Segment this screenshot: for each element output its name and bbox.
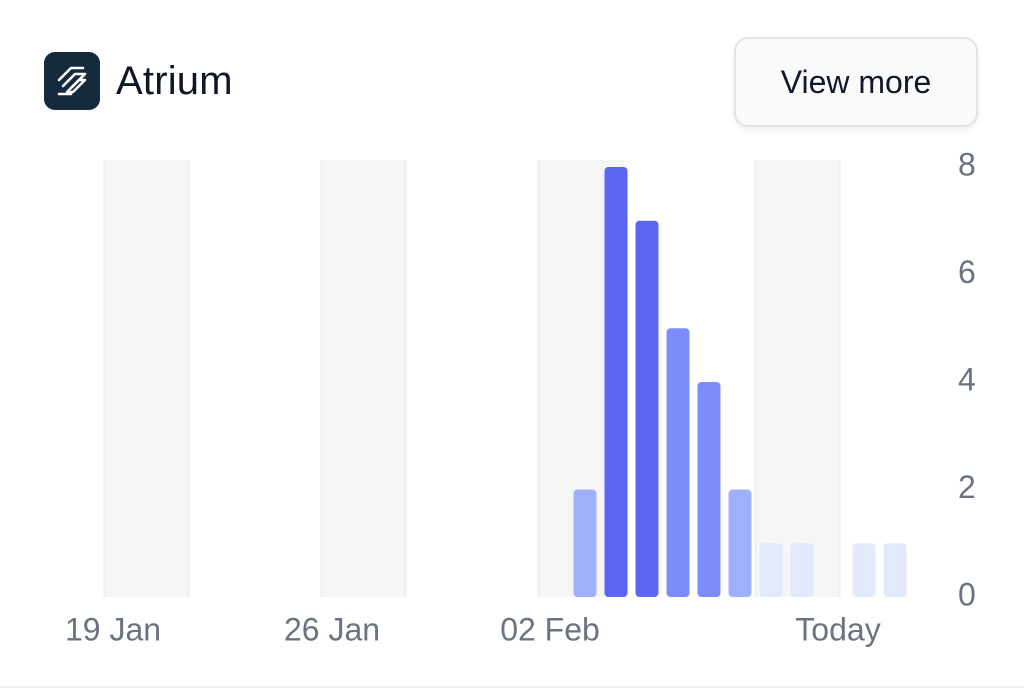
bar-2025-02-02 — [573, 489, 597, 597]
activity-bar-chart: 0 2 4 6 8 19 Jan 26 Jan 02 Feb Today — [65, 150, 976, 647]
atrium-logo-icon — [44, 52, 100, 110]
bar-2025-02-06 — [697, 382, 721, 597]
y-tick-label: 6 — [958, 254, 976, 290]
y-tick-label: 8 — [958, 150, 976, 182]
app-title: Atrium — [116, 58, 233, 103]
weekend-band — [321, 160, 406, 597]
bar-2025-02-08 — [759, 543, 783, 597]
y-tick-label: 0 — [958, 576, 976, 612]
view-more-button[interactable]: View more — [734, 37, 978, 127]
bar-2025-02-05 — [666, 328, 690, 597]
x-tick-label: Today — [795, 611, 880, 647]
y-tick-label: 2 — [958, 469, 976, 505]
bar-2025-02-04 — [635, 220, 659, 597]
bar-2025-02-12 — [883, 543, 907, 597]
card-header: Atrium — [44, 52, 233, 110]
x-tick-label: 26 Jan — [284, 611, 380, 647]
weekend-band — [104, 160, 189, 597]
y-tick-label: 4 — [958, 361, 976, 397]
bar-2025-02-09 — [790, 543, 814, 597]
x-tick-label: 02 Feb — [500, 611, 600, 647]
x-tick-label: 19 Jan — [65, 611, 161, 647]
bottom-divider — [0, 686, 1024, 688]
bar-2025-02-03 — [604, 167, 628, 597]
atrium-logo-mark — [57, 66, 87, 96]
bar-2025-02-11 — [852, 543, 876, 597]
bar-2025-02-07 — [728, 489, 752, 597]
weekend-band — [755, 160, 840, 597]
